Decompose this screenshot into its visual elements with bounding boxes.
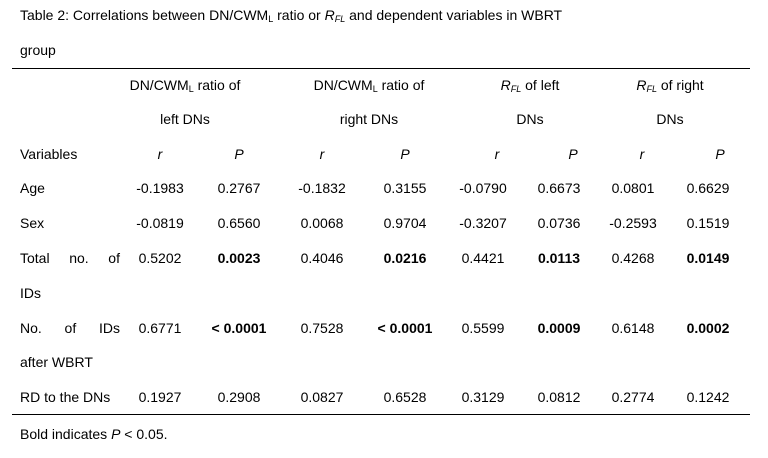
table-cell: 0.0736 (537, 215, 581, 231)
variables-header: Variables (20, 146, 78, 162)
table-cell: 0.2774 (611, 389, 655, 405)
table-cell: 0.3129 (461, 389, 505, 405)
table-cell: 0.0801 (611, 180, 655, 196)
table-cell: 0.4046 (300, 250, 344, 266)
row-ids-after-wbrt-label: No. of IDs (20, 320, 120, 336)
p-header-1: P (234, 146, 244, 162)
table-cell: 0.4268 (611, 250, 655, 266)
r-header-2: r (319, 146, 325, 162)
table-cell-significant: < 0.0001 (211, 320, 267, 336)
header-rfl-right: RFL of right (636, 77, 704, 94)
table-cell-significant: 0.0009 (537, 320, 581, 336)
table-cell: 0.5599 (461, 320, 505, 336)
table-cell: 0.0812 (537, 389, 581, 405)
top-rule (12, 68, 750, 69)
table-cell: 0.0068 (300, 215, 344, 231)
header-dncwml-right: DN/CWML ratio of (313, 77, 425, 94)
header-dncwml-left-line2: left DNs (160, 111, 210, 127)
table-cell: -0.1983 (136, 180, 184, 196)
table-cell: 0.6560 (217, 215, 261, 231)
row-age-label: Age (20, 180, 45, 196)
p-header-3: P (568, 146, 578, 162)
table-cell: 0.4421 (461, 250, 505, 266)
table-cell-significant: 0.0002 (686, 320, 730, 336)
table-cell: 0.9704 (383, 215, 427, 231)
table-cell: 0.0827 (300, 389, 344, 405)
row-sex-label: Sex (20, 215, 45, 231)
table-cell-significant: < 0.0001 (377, 320, 433, 336)
row-ids-after-wbrt-label-line2: after WBRT (20, 354, 93, 370)
r-header-3: r (494, 146, 500, 162)
table-cell: -0.3207 (459, 215, 507, 231)
table-cell: 0.5202 (138, 250, 182, 266)
r-header-1: r (157, 146, 163, 162)
table-cell: 0.1927 (138, 389, 182, 405)
table-caption-line2: group (20, 42, 56, 58)
table-cell: 0.6528 (383, 389, 427, 405)
table-cell: -0.1832 (298, 180, 346, 196)
row-total-ids-label: Total no. of (20, 250, 120, 266)
p-header-4: P (715, 146, 725, 162)
table-cell: 0.1242 (686, 389, 730, 405)
table-caption: Table 2: Correlations between DN/CWML ra… (20, 7, 563, 24)
table-cell-significant: 0.0023 (217, 250, 261, 266)
header-rfl-left: RFL of left (500, 77, 560, 94)
table-footnote: Bold indicates P < 0.05. (20, 426, 168, 442)
table-cell: -0.2593 (609, 215, 657, 231)
table-cell: 0.2767 (217, 180, 261, 196)
table-cell: -0.0819 (136, 215, 184, 231)
row-rd-label: RD to the DNs (20, 389, 111, 405)
table-cell: 0.1519 (686, 215, 730, 231)
table-cell: 0.2908 (217, 389, 261, 405)
table-cell-significant: 0.0113 (537, 250, 581, 266)
header-dncwml-right-line2: right DNs (339, 111, 399, 127)
table-cell-significant: 0.0149 (686, 250, 730, 266)
table-cell: 0.6771 (138, 320, 182, 336)
r-header-4: r (639, 146, 645, 162)
table-cell: -0.0790 (459, 180, 507, 196)
table-cell: 0.7528 (300, 320, 344, 336)
header-dncwml-left: DN/CWML ratio of (129, 77, 241, 94)
table-cell: 0.3155 (383, 180, 427, 196)
header-rfl-right-line2: DNs (656, 111, 684, 127)
table-cell: 0.6148 (611, 320, 655, 336)
row-total-ids-label-line2: IDs (20, 285, 41, 301)
table-cell: 0.6673 (537, 180, 581, 196)
table-cell: 0.6629 (686, 180, 730, 196)
bottom-rule (12, 414, 750, 415)
p-header-2: P (400, 146, 410, 162)
header-rfl-left-line2: DNs (516, 111, 544, 127)
table-cell-significant: 0.0216 (383, 250, 427, 266)
